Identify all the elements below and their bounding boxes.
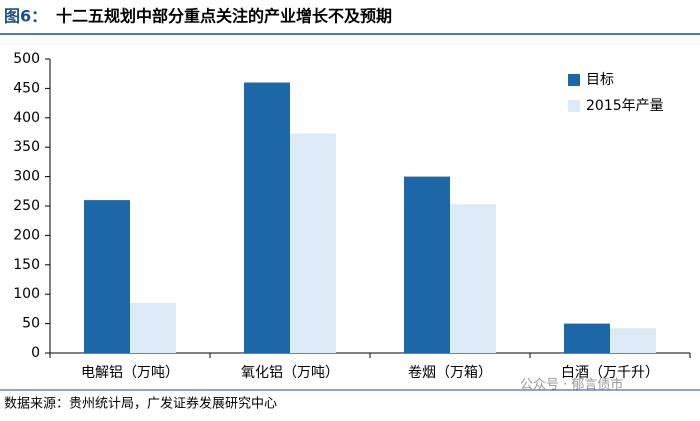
bar	[130, 303, 176, 353]
legend-swatch	[568, 100, 580, 112]
chart-title: 十二五规划中部分重点关注的产业增长不及预期	[56, 7, 392, 26]
y-tick-label: 100	[13, 286, 40, 302]
watermark: 公众号 · 郁言债市	[520, 377, 623, 393]
figure-label: 图6：	[4, 7, 47, 26]
y-tick-label: 300	[13, 169, 40, 185]
y-tick-label: 200	[13, 227, 40, 243]
y-tick-label: 350	[13, 139, 40, 155]
bar	[244, 82, 290, 354]
x-tick-label: 白酒（万千升）	[561, 365, 659, 381]
legend-label: 目标	[586, 72, 614, 88]
source: 数据来源：贵州统计局，广发证券发展研究中心	[4, 396, 277, 412]
x-tick-label: 卷烟（万箱）	[408, 365, 492, 381]
bar	[404, 176, 450, 353]
bar	[610, 328, 656, 353]
bar	[450, 204, 496, 353]
legend-swatch	[568, 74, 580, 86]
y-tick-label: 0	[31, 345, 40, 361]
y-tick-label: 500	[13, 51, 40, 67]
x-tick-label: 氧化铝（万吨）	[241, 365, 339, 381]
bar	[564, 323, 610, 353]
y-tick-label: 450	[13, 80, 40, 96]
y-tick-label: 50	[22, 316, 40, 332]
bar	[84, 200, 130, 353]
x-tick-label: 电解铝（万吨）	[81, 365, 179, 381]
bar	[290, 133, 336, 353]
y-tick-label: 250	[13, 198, 40, 214]
legend-label: 2015年产量	[586, 98, 664, 114]
y-tick-label: 400	[13, 110, 40, 126]
y-tick-label: 150	[13, 257, 40, 273]
